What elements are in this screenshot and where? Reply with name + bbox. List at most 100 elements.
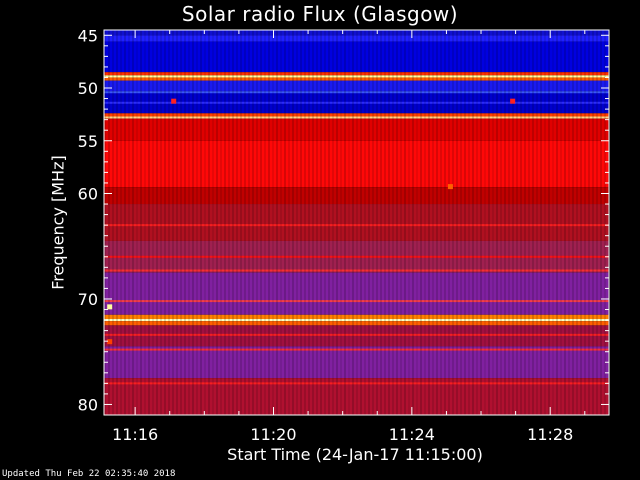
band-3: [104, 72, 609, 76]
line-5: [104, 300, 609, 303]
line-7: [104, 348, 609, 351]
line-3: [104, 255, 609, 258]
texture-stripe: [280, 30, 282, 415]
texture-stripe: [164, 30, 166, 415]
spot-1: [510, 98, 516, 104]
texture-stripe: [128, 30, 130, 415]
texture-stripe: [188, 30, 190, 415]
line-6: [104, 333, 609, 336]
texture-stripe: [364, 30, 366, 415]
texture-stripe: [308, 30, 310, 415]
texture-stripe: [440, 30, 442, 415]
texture-stripe: [584, 30, 586, 415]
band-5: [104, 77, 609, 81]
texture-stripe: [160, 30, 162, 415]
texture-stripe: [352, 30, 354, 415]
texture-stripe: [336, 30, 338, 415]
y-tick-label: 45: [78, 26, 98, 45]
y-tick-label: 70: [78, 290, 98, 309]
texture-stripe: [480, 30, 482, 415]
spot-0: [171, 98, 177, 104]
band-12: [104, 187, 609, 205]
texture-stripe: [104, 30, 106, 415]
texture-stripe: [168, 30, 170, 415]
texture-stripe: [420, 30, 422, 415]
y-tick-label: 50: [78, 79, 98, 98]
texture-stripe: [264, 30, 266, 415]
spot-2: [447, 184, 453, 190]
plot-frame: [103, 29, 610, 416]
texture-stripe: [504, 30, 506, 415]
texture-stripe: [508, 30, 510, 415]
texture-stripe: [172, 30, 174, 415]
texture-stripe: [220, 30, 222, 415]
texture-stripe: [312, 30, 314, 415]
texture-stripe: [552, 30, 554, 415]
texture-stripe: [436, 30, 438, 415]
line-1: [104, 101, 609, 104]
texture-stripe: [524, 30, 526, 415]
line-0: [104, 91, 609, 94]
texture-stripe: [144, 30, 146, 415]
texture-stripe: [324, 30, 326, 415]
texture-stripe: [344, 30, 346, 415]
texture-stripe: [512, 30, 514, 415]
band-9: [104, 116, 609, 119]
texture-stripe: [276, 30, 278, 415]
texture-stripe: [560, 30, 562, 415]
texture-stripe: [484, 30, 486, 415]
texture-stripe: [204, 30, 206, 415]
texture-stripe: [240, 30, 242, 415]
texture-stripe: [224, 30, 226, 415]
texture-stripe: [340, 30, 342, 415]
band-18: [104, 321, 609, 326]
texture-stripe: [604, 30, 606, 415]
band-13: [104, 204, 609, 241]
band-19: [104, 325, 609, 347]
texture-stripe: [232, 30, 234, 415]
band-0: [104, 30, 609, 36]
texture-stripe: [568, 30, 570, 415]
texture-stripe: [200, 30, 202, 415]
texture-stripe: [428, 30, 430, 415]
texture-stripe: [592, 30, 594, 415]
band-17: [104, 319, 609, 322]
texture-stripe: [124, 30, 126, 415]
band-6: [104, 80, 609, 92]
texture-stripe: [284, 30, 286, 415]
band-4: [104, 75, 609, 78]
band-20: [104, 346, 609, 379]
x-tick-label: 11:24: [389, 425, 435, 444]
texture-stripe: [464, 30, 466, 415]
texture-stripe: [380, 30, 382, 415]
texture-stripe: [360, 30, 362, 415]
chart-title: Solar radio Flux (Glasgow): [181, 2, 459, 26]
x-tick-label: 11:16: [112, 425, 158, 444]
texture-stripe: [252, 30, 254, 415]
line-4: [104, 269, 609, 272]
x-tick-label: 11:20: [250, 425, 296, 444]
texture-stripe: [600, 30, 602, 415]
texture-stripe: [408, 30, 410, 415]
x-axis-label: Start Time (24-Jan-17 11:15:00): [227, 445, 483, 464]
texture-stripe: [452, 30, 454, 415]
texture-stripe: [544, 30, 546, 415]
texture-stripe: [372, 30, 374, 415]
band-8: [104, 113, 609, 117]
texture-stripe: [432, 30, 434, 415]
texture-stripe: [488, 30, 490, 415]
texture-stripe: [564, 30, 566, 415]
texture-stripe: [528, 30, 530, 415]
texture-stripe: [468, 30, 470, 415]
texture-stripe: [256, 30, 258, 415]
texture-stripe: [348, 30, 350, 415]
texture-stripe: [228, 30, 230, 415]
texture-stripe: [152, 30, 154, 415]
texture-stripe: [532, 30, 534, 415]
texture-stripe: [132, 30, 134, 415]
texture-stripe: [268, 30, 270, 415]
texture-stripe: [272, 30, 274, 415]
texture-stripe: [248, 30, 250, 415]
band-10: [104, 118, 609, 141]
y-tick-label: 80: [78, 395, 98, 414]
